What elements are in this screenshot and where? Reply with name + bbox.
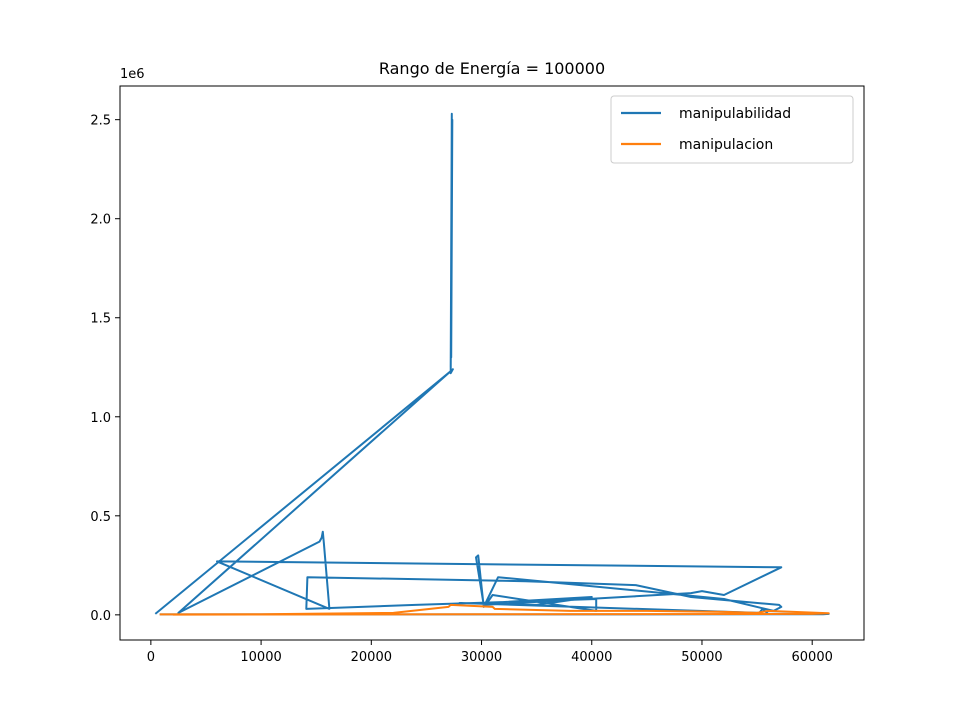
x-tick-label: 50000 (681, 650, 722, 665)
x-tick-label: 60000 (792, 650, 833, 665)
x-tick-label: 10000 (240, 650, 281, 665)
y-tick-label: 1.0 (90, 411, 111, 426)
y-tick-label: 0.0 (90, 609, 111, 624)
axes-frame (119, 85, 865, 641)
x-tick-label: 0 (147, 650, 155, 665)
y-offset-label: 1e6 (120, 67, 145, 82)
plot-area (154, 112, 830, 616)
y-tick-label: 2.0 (90, 213, 111, 228)
y-axis: 0.0 0.5 1.0 1.5 2.0 2.5 (90, 114, 120, 624)
y-tick-label: 1.5 (90, 312, 111, 327)
x-tick-label: 30000 (461, 650, 502, 665)
series-line-manipulabilidad (154, 112, 830, 616)
legend-frame (610, 95, 854, 164)
y-tick-label: 0.5 (90, 510, 111, 525)
series-line-manipulacion (159, 603, 830, 616)
y-tick-label: 2.5 (90, 114, 111, 129)
x-tick-label: 20000 (351, 650, 392, 665)
x-tick-label: 40000 (571, 650, 612, 665)
legend-label: manipulacion (679, 137, 773, 153)
x-axis: 0 10000 20000 30000 40000 50000 60000 (147, 640, 833, 665)
chart-title: Rango de Energía = 100000 (379, 59, 605, 78)
legend: manipulabilidad manipulacion (610, 95, 854, 164)
legend-label: manipulabilidad (679, 106, 791, 122)
